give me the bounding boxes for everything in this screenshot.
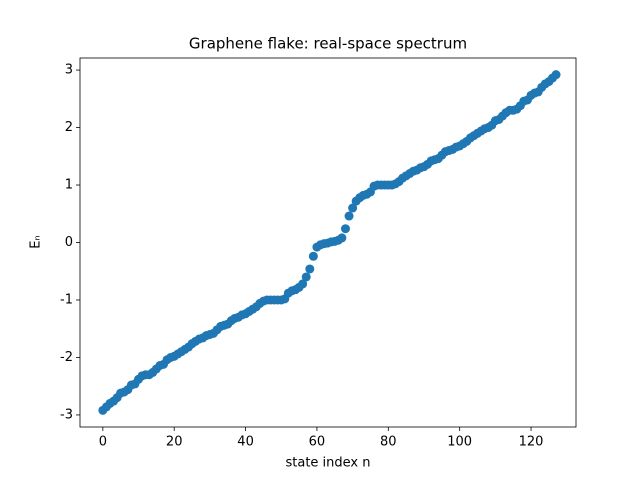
point (298, 279, 308, 289)
x-tick-label: 40 (237, 435, 254, 450)
point (340, 224, 350, 234)
chart-title: Graphene flake: real-space spectrum (189, 35, 467, 53)
point (308, 251, 318, 261)
y-tick-label: 0 (65, 235, 73, 250)
y-tick-label: -1 (60, 292, 73, 307)
y-tick-label: 1 (65, 178, 73, 193)
y-tick-label: 3 (65, 63, 73, 78)
y-axis-label: Eₙ (29, 235, 44, 248)
x-tick-label: 80 (380, 435, 397, 450)
plot-frame (79, 57, 577, 428)
x-axis-label: state index n (285, 456, 370, 471)
point (551, 70, 561, 80)
y-tick-label: -2 (60, 350, 73, 365)
point (301, 272, 311, 282)
y-tick-label: -3 (60, 407, 73, 422)
x-tick-label: 60 (309, 435, 326, 450)
point (344, 211, 354, 221)
x-tick-label: 100 (447, 435, 472, 450)
x-tick-label: 120 (519, 435, 544, 450)
x-tick-label: 0 (99, 435, 107, 450)
point (348, 203, 358, 213)
x-tick-label: 20 (166, 435, 183, 450)
point (305, 264, 315, 274)
y-tick-label: 2 (65, 120, 73, 135)
point (337, 233, 347, 243)
